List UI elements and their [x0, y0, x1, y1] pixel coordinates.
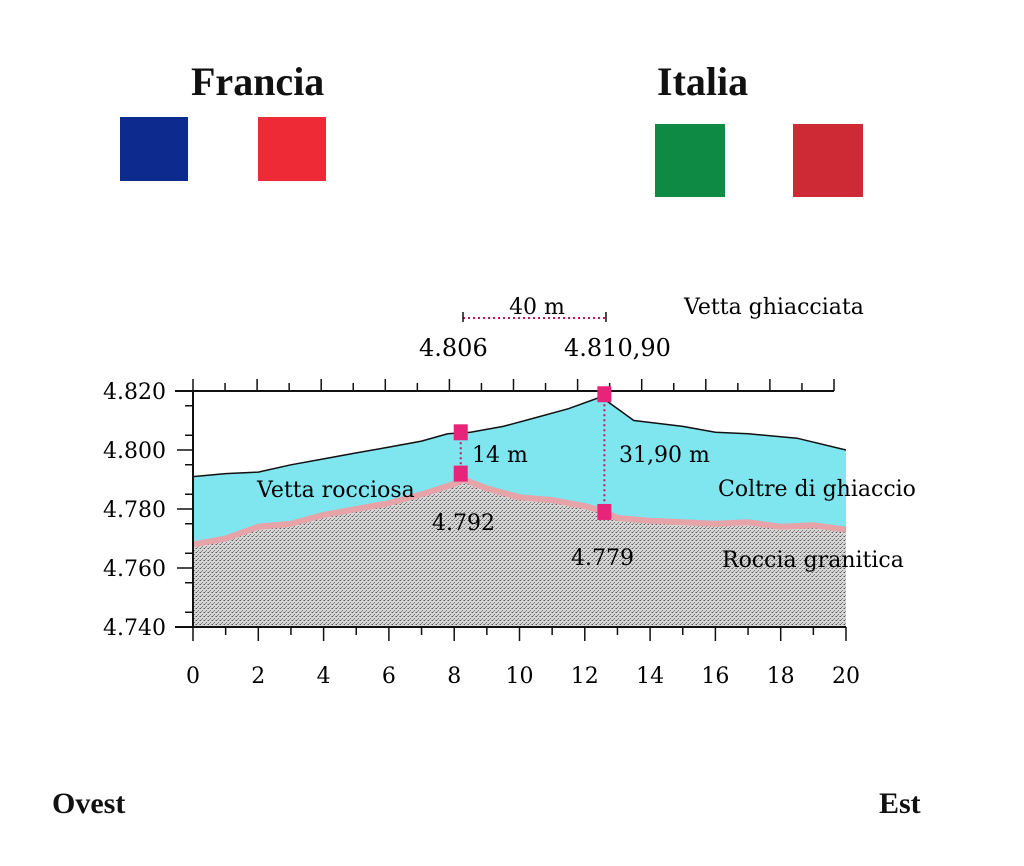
ice-thickness-rock-summit-label: 14 m: [472, 443, 528, 468]
y-tick-label: 4.760: [103, 557, 166, 582]
france-blue-swatch: [120, 117, 188, 181]
rock-summit-elevation: 4.792: [432, 511, 495, 536]
x-tick-label: 8: [447, 664, 461, 689]
italy-green-swatch: [655, 124, 725, 197]
x-tick-label: 10: [506, 664, 534, 689]
x-axis-ticks: 0 2 4 6 8 10 12 14 16 18 20: [186, 627, 860, 689]
elevation-marker: [453, 465, 468, 482]
y-tick-label: 4.740: [103, 616, 166, 641]
elevation-marker: [597, 386, 612, 403]
rock-layer-area: [193, 479, 846, 627]
ice-surface-line: [192, 396, 847, 478]
y-axis-ticks: 4.820 4.800 4.780 4.760 4.740: [103, 380, 193, 641]
axes: [175, 379, 846, 628]
x-tick-label: 6: [382, 664, 396, 689]
direction-west-label: Ovest: [52, 787, 126, 820]
elevation-markers: [453, 386, 612, 520]
france-red-swatch: [258, 117, 326, 181]
rock-layer-label: Roccia granitica: [722, 548, 904, 573]
rock-summit-label: Vetta rocciosa: [256, 478, 415, 503]
y-tick-label: 4.820: [103, 380, 166, 405]
x-tick-label: 4: [317, 664, 331, 689]
ice-summit-label: Vetta ghiacciata: [683, 295, 864, 320]
direction-east-label: Est: [879, 787, 921, 820]
x-tick-label: 20: [832, 664, 860, 689]
x-tick-label: 16: [701, 664, 729, 689]
rock-below-ice-summit-elevation: 4.779: [571, 546, 634, 571]
scale-bar: [462, 312, 607, 322]
x-tick-label: 12: [571, 664, 599, 689]
x-tick-label: 14: [636, 664, 664, 689]
ice-layer-label: Coltre di ghiaccio: [718, 477, 916, 502]
x-tick-label: 2: [251, 664, 265, 689]
ice-at-rock-summit-elevation: 4.806: [419, 334, 488, 362]
italy-red-swatch: [793, 124, 863, 197]
x-tick-label: 0: [186, 664, 200, 689]
ice-summit-elevation: 4.810,90: [564, 334, 671, 362]
y-tick-label: 4.780: [103, 498, 166, 523]
rock-surface-line: [192, 476, 847, 548]
elevation-marker: [597, 503, 612, 520]
elevation-marker: [453, 424, 468, 441]
ice-thickness-ice-summit-label: 31,90 m: [619, 443, 710, 468]
scale-bar-label: 40 m: [509, 295, 565, 320]
x-tick-label: 18: [767, 664, 795, 689]
country-label-france: Francia: [191, 59, 325, 104]
country-label-italy: Italia: [657, 59, 749, 104]
y-tick-label: 4.800: [103, 439, 166, 464]
